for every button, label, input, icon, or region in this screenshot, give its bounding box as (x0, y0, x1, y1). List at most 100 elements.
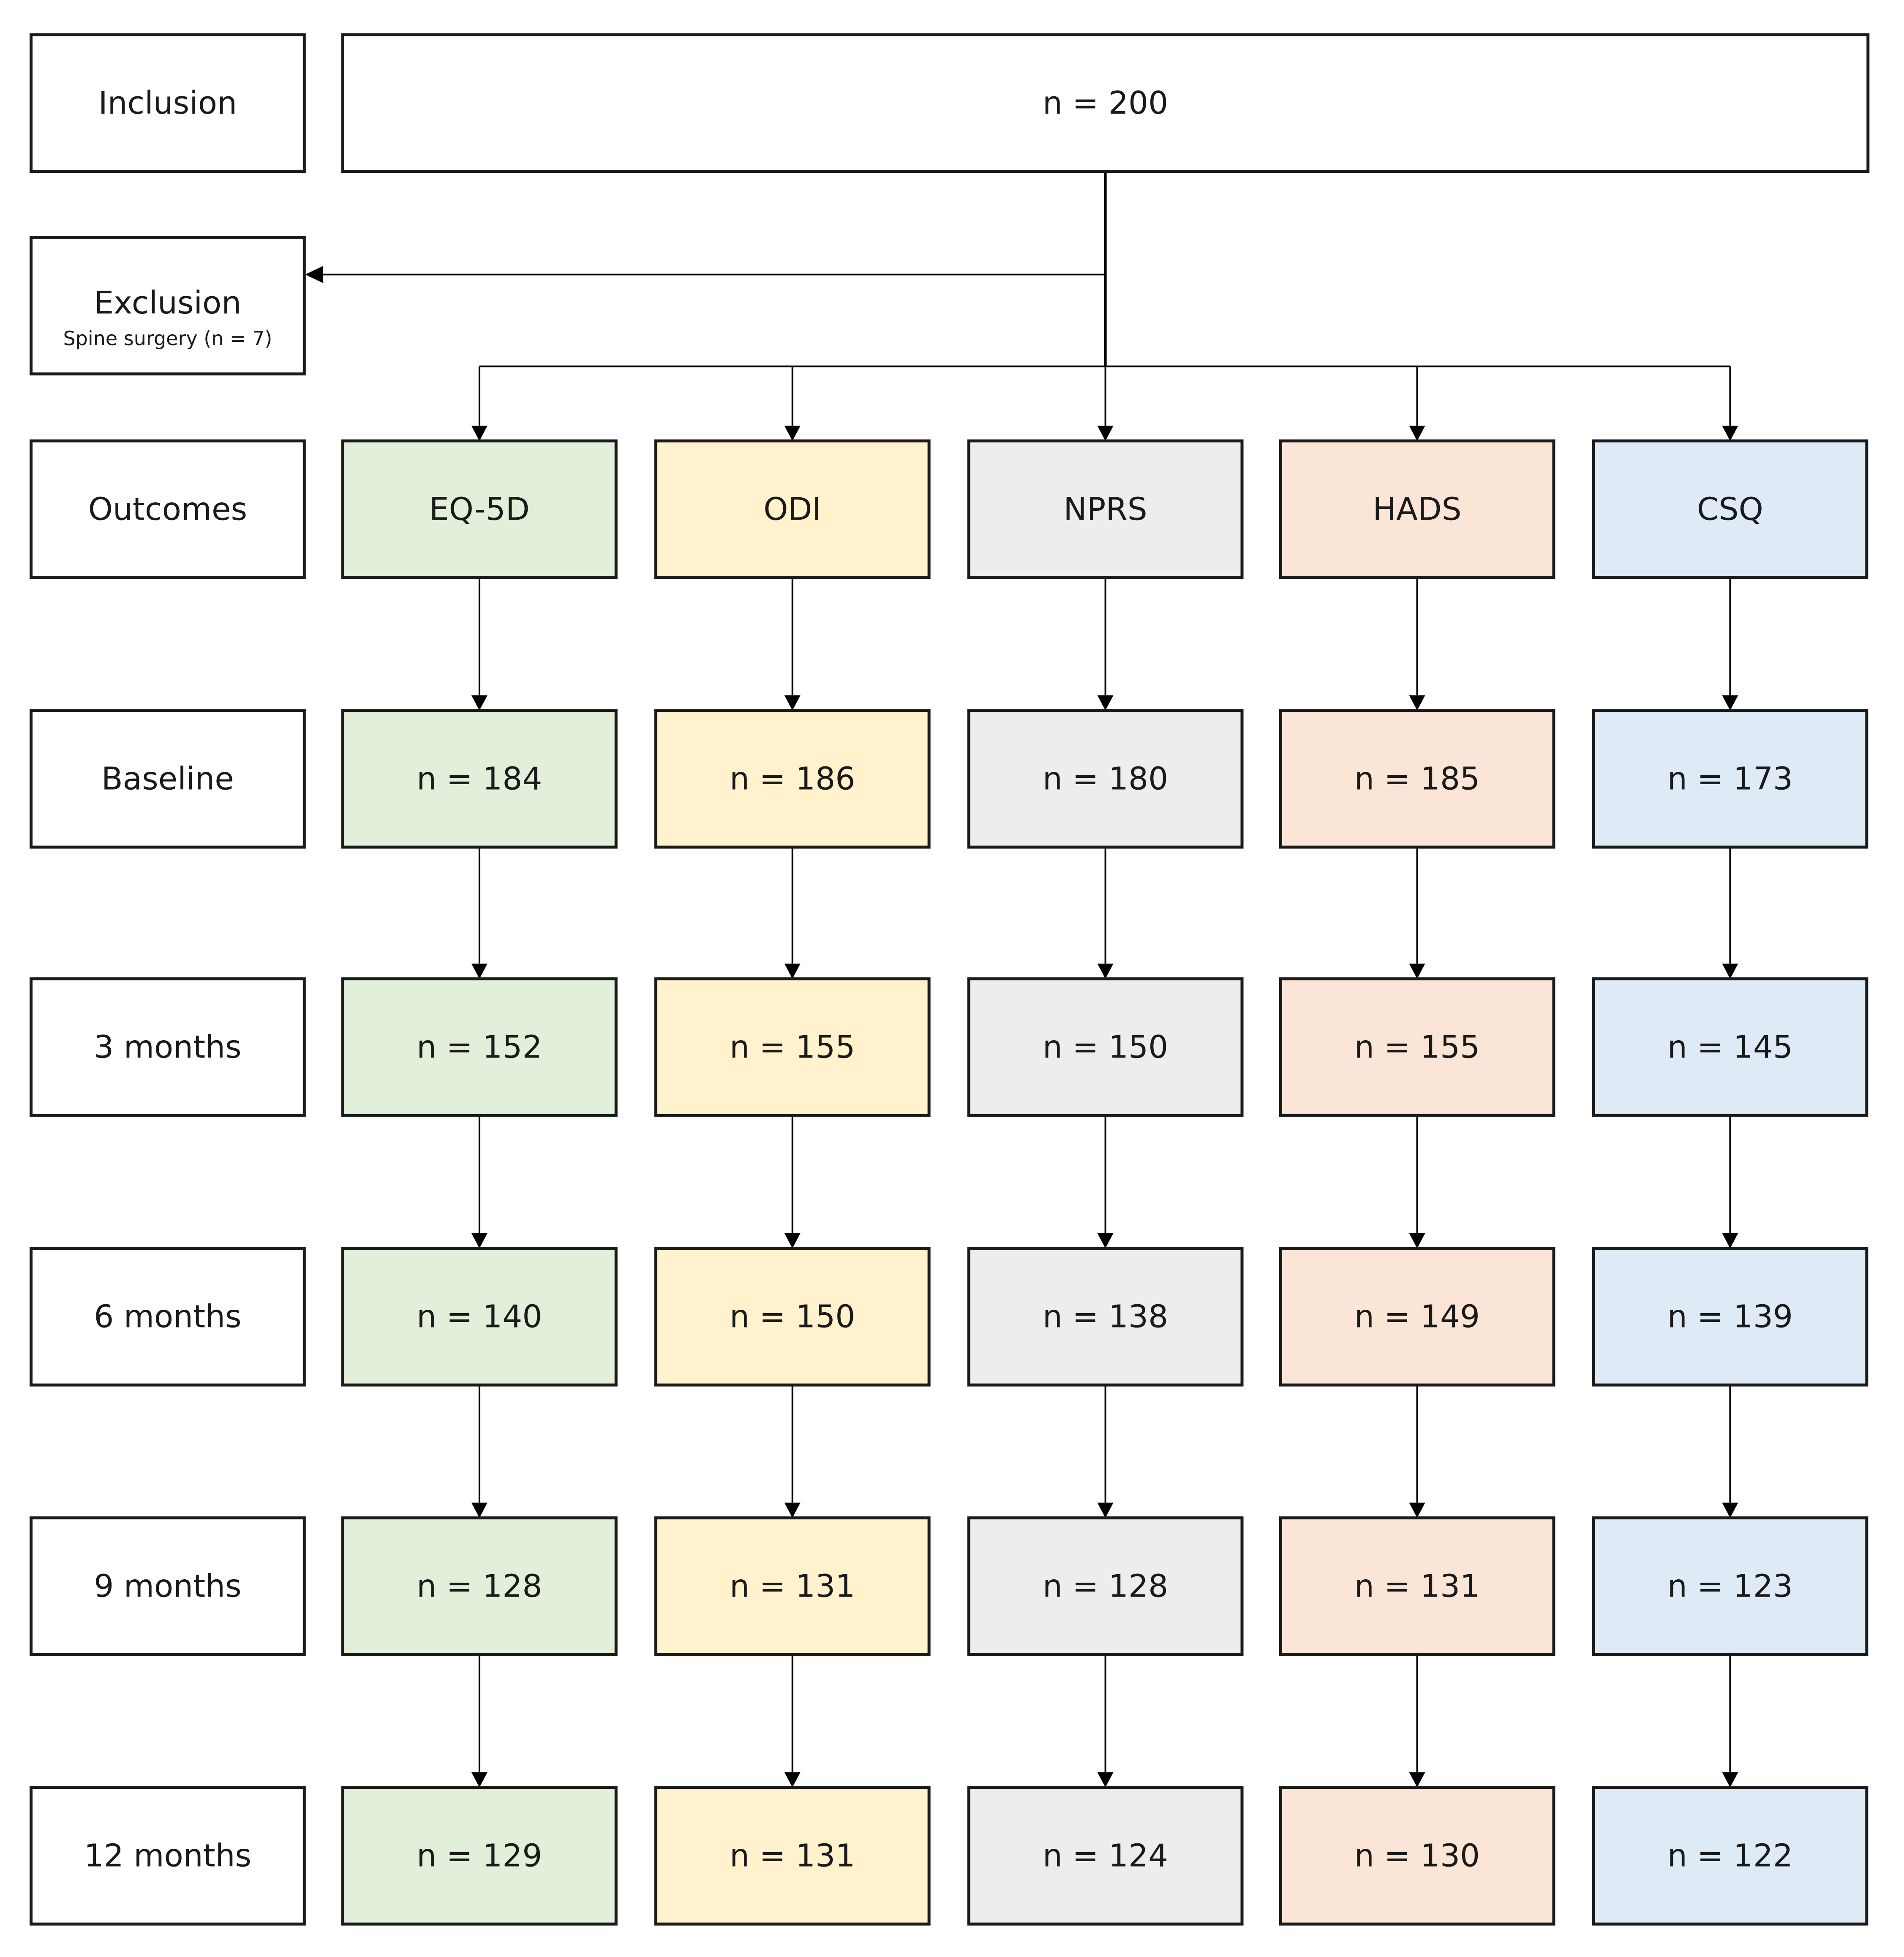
timepoint-label-6-months: 6 months (30, 1247, 306, 1387)
arrow-csq-3-months-head (1722, 963, 1738, 979)
branch-arrow-odi-head (784, 425, 801, 441)
count-odi-9-months-frame (654, 1516, 931, 1656)
count-eq5d-6-months-text: n = 140 (417, 1298, 542, 1335)
outcome-box-csq-text: CSQ (1697, 491, 1763, 527)
count-csq-12-months: n = 122 (1592, 1786, 1869, 1926)
count-eq5d-baseline: n = 184 (341, 709, 618, 849)
timepoint-label-3-months-text: 3 months (94, 1029, 241, 1065)
timepoint-label-3-months: 3 months (30, 977, 306, 1117)
count-nprs-3-months: n = 150 (967, 977, 1244, 1117)
count-odi-12-months-text: n = 131 (730, 1837, 855, 1874)
arrow-hads-6-months-head (1409, 1233, 1425, 1248)
outcome-box-nprs-frame (967, 439, 1244, 579)
arrow-odi-baseline-head (784, 695, 801, 711)
timepoint-label-3-months-frame (30, 977, 306, 1117)
count-nprs-3-months-frame (967, 977, 1244, 1117)
timepoint-label-12-months: 12 months (30, 1786, 306, 1926)
count-csq-3-months-frame (1592, 977, 1869, 1117)
count-eq5d-12-months-text: n = 129 (417, 1837, 542, 1874)
inclusion-count-box-frame (341, 33, 1870, 173)
count-hads-12-months-text: n = 130 (1354, 1837, 1480, 1874)
count-csq-9-months-text: n = 123 (1667, 1568, 1793, 1604)
count-eq5d-9-months-frame (341, 1516, 618, 1656)
count-odi-12-months: n = 131 (654, 1786, 931, 1926)
arrow-hads-9-months-head (1409, 1502, 1425, 1518)
boxes: Inclusion n = 200 Exclusion Spine surgery (… (30, 33, 1870, 1926)
count-csq-6-months-frame (1592, 1247, 1869, 1387)
exclusion-box-detail: Spine surgery (n = 7) (63, 327, 272, 350)
arrow-eq5d-baseline-head (471, 695, 488, 711)
branch-arrow-nprs-head (1097, 425, 1114, 441)
arrow-nprs-3-months-head (1097, 963, 1114, 979)
outcome-box-nprs-text: NPRS (1063, 491, 1147, 527)
count-csq-6-months: n = 139 (1592, 1247, 1869, 1387)
count-csq-9-months: n = 123 (1592, 1516, 1869, 1656)
count-csq-baseline-text: n = 173 (1667, 760, 1793, 797)
count-odi-6-months-text: n = 150 (730, 1298, 855, 1335)
outcomes-label-box-text: Outcomes (88, 491, 247, 527)
count-eq5d-6-months-frame (341, 1247, 618, 1387)
exclusion-box-frame (30, 236, 306, 376)
count-eq5d-6-months: n = 140 (341, 1247, 618, 1387)
count-eq5d-9-months: n = 128 (341, 1516, 618, 1656)
count-nprs-baseline-frame (967, 709, 1244, 849)
branch-arrow-hads-head (1409, 425, 1425, 441)
timepoint-label-12-months-text: 12 months (84, 1837, 251, 1874)
arrow-nprs-12-months-head (1097, 1772, 1114, 1788)
count-odi-3-months: n = 155 (654, 977, 931, 1117)
count-hads-12-months-frame (1279, 1786, 1555, 1926)
count-nprs-6-months-text: n = 138 (1043, 1298, 1168, 1335)
count-eq5d-baseline-text: n = 184 (417, 760, 542, 797)
outcome-box-eq5d-text: EQ-5D (429, 491, 530, 527)
outcome-box-eq5d: EQ-5D (341, 439, 618, 579)
arrow-odi-12-months-head (784, 1772, 801, 1788)
count-hads-3-months-frame (1279, 977, 1555, 1117)
branch-arrow-csq-head (1722, 425, 1738, 441)
exclusion-box: Exclusion Spine surgery (n = 7) (30, 236, 306, 376)
count-csq-12-months-text: n = 122 (1667, 1837, 1793, 1874)
arrow-csq-baseline-head (1722, 695, 1738, 711)
count-nprs-baseline: n = 180 (967, 709, 1244, 849)
count-csq-12-months-frame (1592, 1786, 1869, 1926)
count-odi-baseline-frame (654, 709, 931, 849)
count-csq-9-months-frame (1592, 1516, 1869, 1656)
inclusion-label-box: Inclusion (30, 33, 306, 173)
arrow-hads-baseline-head (1409, 695, 1425, 711)
count-nprs-6-months-frame (967, 1247, 1244, 1387)
timepoint-label-baseline: Baseline (30, 709, 306, 849)
count-odi-3-months-frame (654, 977, 931, 1117)
timepoint-label-9-months-text: 9 months (94, 1568, 241, 1604)
count-hads-9-months-text: n = 131 (1354, 1568, 1480, 1604)
count-eq5d-3-months: n = 152 (341, 977, 618, 1117)
arrow-nprs-baseline-head (1097, 695, 1114, 711)
count-odi-6-months: n = 150 (654, 1247, 931, 1387)
count-hads-baseline-frame (1279, 709, 1555, 849)
count-nprs-9-months: n = 128 (967, 1516, 1244, 1656)
count-odi-6-months-frame (654, 1247, 931, 1387)
outcome-box-odi-frame (654, 439, 931, 579)
count-nprs-12-months: n = 124 (967, 1786, 1244, 1926)
count-csq-3-months: n = 145 (1592, 977, 1869, 1117)
count-odi-3-months-text: n = 155 (730, 1029, 855, 1065)
exclusion-box-text: Exclusion (94, 285, 242, 321)
count-nprs-9-months-text: n = 128 (1043, 1568, 1168, 1604)
count-csq-baseline-frame (1592, 709, 1869, 849)
count-odi-9-months-text: n = 131 (730, 1568, 855, 1604)
count-eq5d-9-months-text: n = 128 (417, 1568, 542, 1604)
count-eq5d-3-months-frame (341, 977, 618, 1117)
count-csq-baseline: n = 173 (1592, 709, 1869, 849)
count-hads-3-months-text: n = 155 (1354, 1029, 1480, 1065)
inclusion-label-box-text: Inclusion (98, 85, 237, 121)
timepoint-label-baseline-frame (30, 709, 306, 849)
count-hads-9-months: n = 131 (1279, 1516, 1555, 1656)
count-hads-6-months-text: n = 149 (1354, 1298, 1480, 1335)
timepoint-label-baseline-text: Baseline (101, 760, 234, 797)
outcome-box-hads-frame (1279, 439, 1555, 579)
count-csq-3-months-text: n = 145 (1667, 1029, 1793, 1065)
count-eq5d-12-months-frame (341, 1786, 618, 1926)
count-hads-12-months: n = 130 (1279, 1786, 1555, 1926)
count-nprs-6-months: n = 138 (967, 1247, 1244, 1387)
timepoint-label-9-months-frame (30, 1516, 306, 1656)
inclusion-count-box: n = 200 (341, 33, 1870, 173)
